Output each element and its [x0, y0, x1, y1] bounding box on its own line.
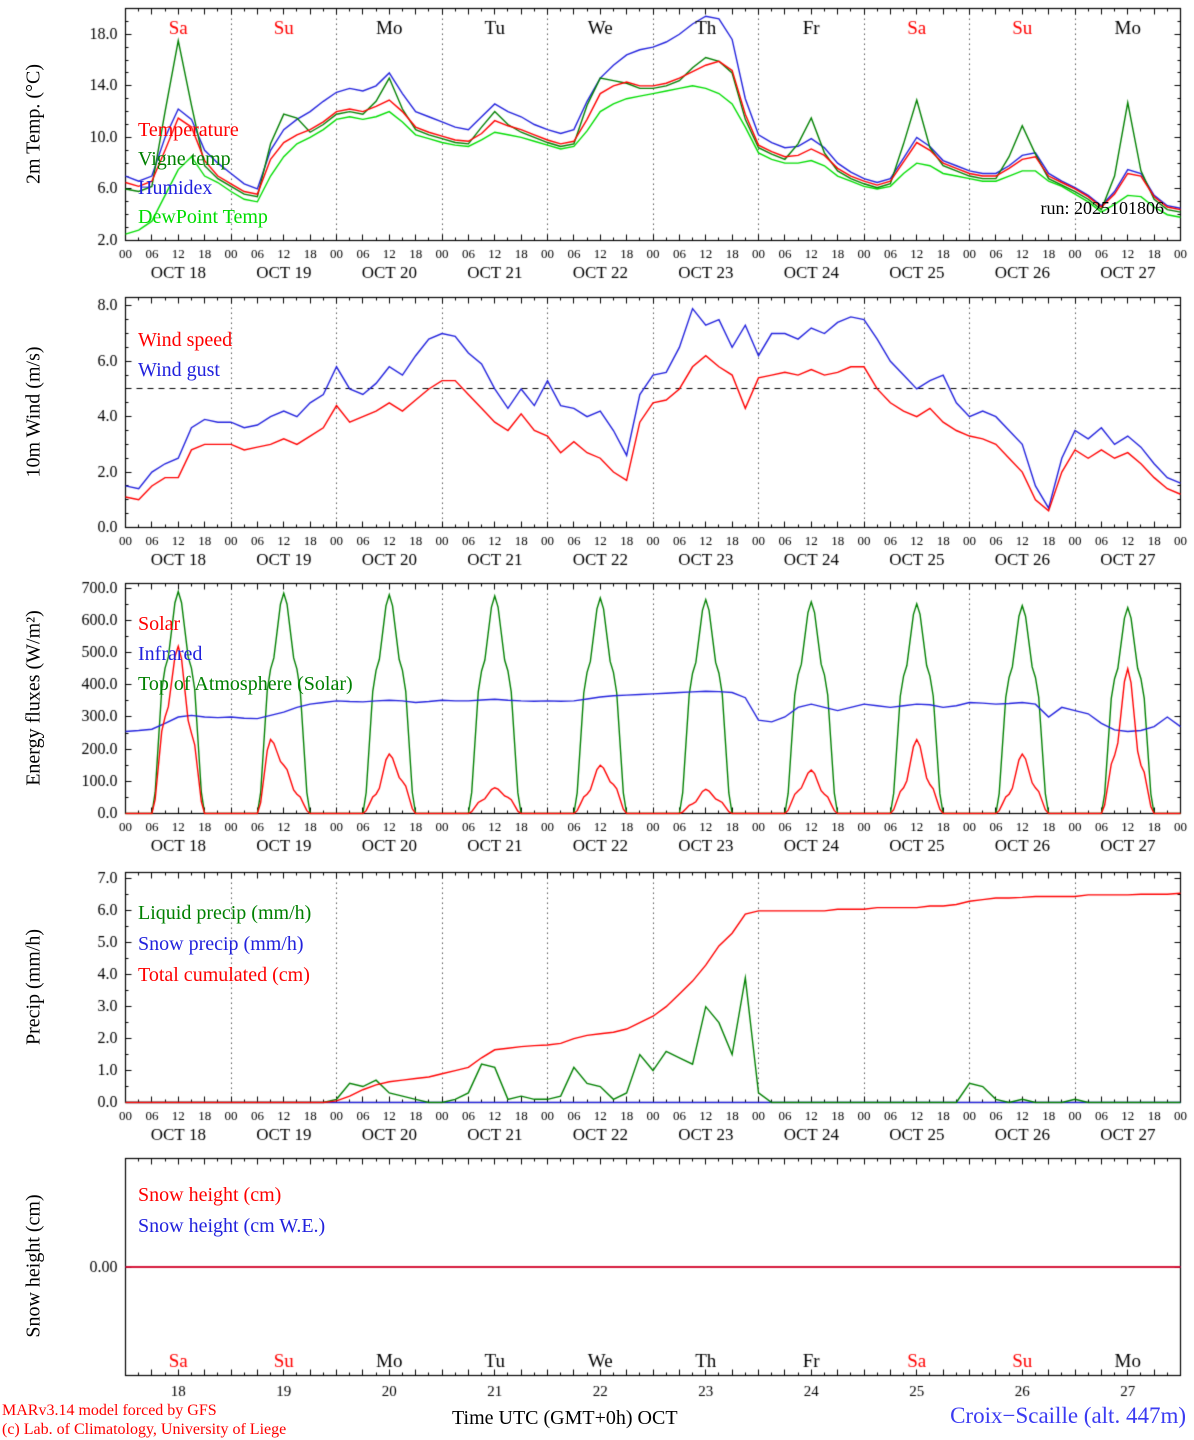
snow-height-y-axis-label: Snow height (cm): [22, 1194, 45, 1338]
model-credit-line2: (c) Lab. of Climatology, University of L…: [2, 1421, 287, 1438]
legend-snow-precip: Snow precip (mm/h): [138, 933, 304, 955]
wind-chart-canvas: [0, 285, 1194, 575]
precip-legend: Liquid precip (mm/h) Snow precip (mm/h) …: [138, 898, 311, 991]
temperature-panel: 2m Temp. (°C) Temperature Vigne temp Hum…: [0, 0, 1194, 285]
model-credits: MARv3.14 model forced by GFS (c) Lab. of…: [2, 1401, 286, 1439]
energy-flux-y-axis-label: Energy fluxes (W/m²): [22, 610, 45, 786]
wind-panel: 10m Wind (m/s) Wind speed Wind gust: [0, 285, 1194, 575]
legend-snow-height-we: Snow height (cm W.E.): [138, 1215, 326, 1237]
precip-panel: Precip (mm/h) Liquid precip (mm/h) Snow …: [0, 860, 1194, 1150]
legend-temperature: Temperature: [138, 119, 239, 141]
wind-y-axis-label: 10m Wind (m/s): [22, 346, 45, 478]
legend-vigne-temp: Vigne temp: [138, 148, 231, 170]
legend-humidex: Humidex: [138, 177, 213, 199]
legend-dewpoint-temp: DewPoint Temp: [138, 206, 268, 228]
precip-y-axis-label: Precip (mm/h): [22, 928, 45, 1046]
legend-snow-height: Snow height (cm): [138, 1184, 282, 1206]
legend-wind-gust: Wind gust: [138, 359, 220, 381]
energy-flux-chart-canvas: [0, 575, 1194, 860]
temperature-chart-canvas: [0, 0, 1194, 285]
legend-liquid-precip: Liquid precip (mm/h): [138, 902, 312, 924]
temperature-legend: Temperature Vigne temp Humidex DewPoint …: [138, 116, 268, 232]
footer: MARv3.14 model forced by GFS (c) Lab. of…: [0, 1400, 1194, 1440]
snow-height-chart-canvas: [0, 1150, 1194, 1400]
energy-flux-legend: Solar Infrared Top of Atmosphere (Solar): [138, 609, 353, 699]
wind-legend: Wind speed Wind gust: [138, 325, 232, 385]
legend-solar: Solar: [138, 613, 181, 635]
run-label: run: 2025101806: [1040, 198, 1165, 218]
snow-height-panel: Snow height (cm) Snow height (cm) Snow h…: [0, 1150, 1194, 1400]
legend-wind-speed: Wind speed: [138, 329, 233, 351]
station-title: Croix−Scaille (alt. 447m): [950, 1403, 1186, 1428]
legend-toa-solar: Top of Atmosphere (Solar): [138, 673, 353, 695]
temperature-y-axis-label: 2m Temp. (°C): [22, 63, 45, 185]
legend-total-cumulated: Total cumulated (cm): [138, 964, 310, 986]
snow-height-legend: Snow height (cm) Snow height (cm W.E.): [138, 1180, 325, 1242]
legend-infrared: Infrared: [138, 643, 203, 665]
precip-chart-canvas: [0, 860, 1194, 1150]
time-axis-label: Time UTC (GMT+0h) OCT: [452, 1407, 678, 1429]
energy-flux-panel: Energy fluxes (W/m²) Solar Infrared Top …: [0, 575, 1194, 860]
model-credit-line1: MARv3.14 model forced by GFS: [2, 1402, 217, 1419]
